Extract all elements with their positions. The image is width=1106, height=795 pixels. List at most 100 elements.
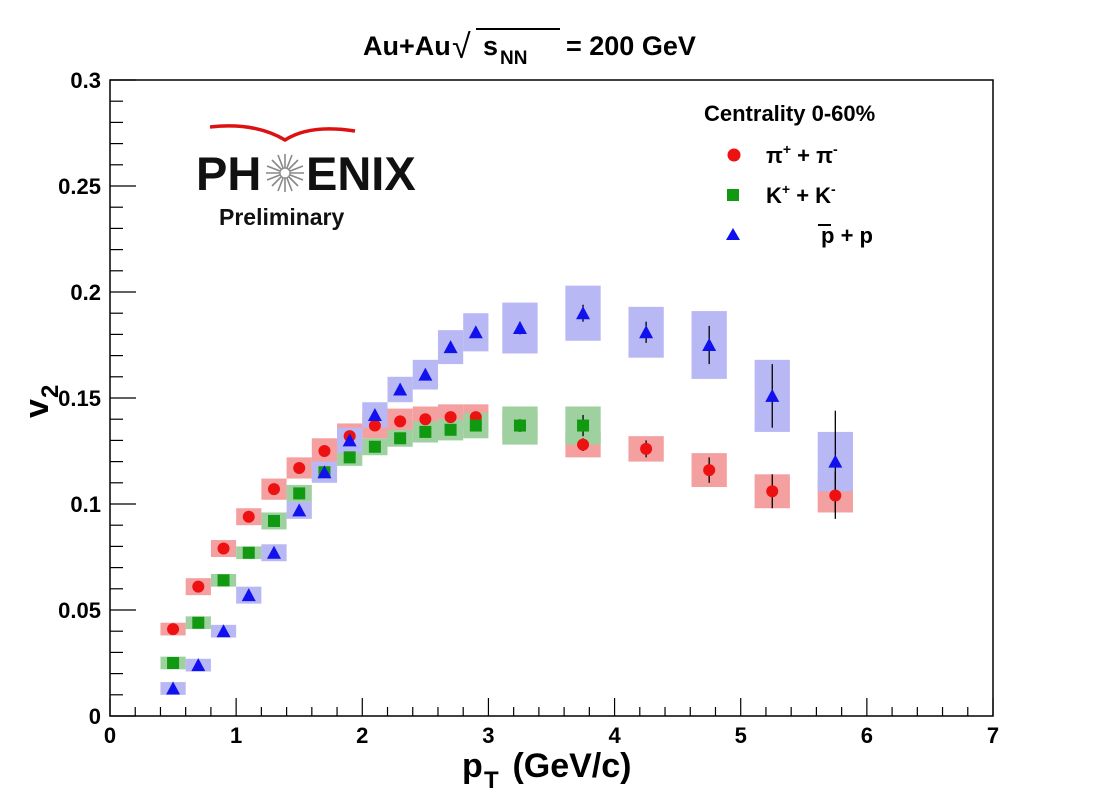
data-point-square <box>368 440 381 453</box>
phenix-swoosh-icon <box>209 124 356 143</box>
data-point-circle <box>192 580 205 593</box>
data-point-triangle <box>342 433 357 447</box>
data-point-triangle <box>317 465 332 479</box>
x-tick-label: 3 <box>482 723 494 748</box>
legend-entry-kaon-label: K+ + K- <box>766 181 836 208</box>
data-point-circle <box>394 415 407 428</box>
y-axis-label-sub: 2 <box>37 385 64 398</box>
data-point-triangle <box>216 624 231 638</box>
data-point-circle <box>368 419 381 432</box>
legend-kaon-part-1: + <box>782 181 790 197</box>
y-tick-label: 0.1 <box>70 492 101 517</box>
data-point-triangle <box>367 407 382 421</box>
data-point-triangle <box>468 325 483 339</box>
systematic-error-boxes <box>160 285 853 695</box>
data-point-square <box>242 546 255 559</box>
phenix-name-end: ENIX <box>306 147 416 200</box>
legend-title: Centrality 0-60% <box>704 101 875 126</box>
data-point-circle <box>577 438 590 451</box>
legend-entry-kaon: K+ + K- <box>727 181 836 208</box>
data-point-square <box>419 425 432 438</box>
legend-entry-proton: p + p <box>726 223 916 248</box>
legend-proton-part-1: p <box>860 223 873 248</box>
chart-title: Au+Au √ s NN = 200 GeV <box>363 28 696 69</box>
y-axis-tick-labels: 0 0.05 0.1 0.15 0.2 0.25 0.3 <box>58 68 101 729</box>
legend-entry-proton-label: p + p <box>766 223 916 248</box>
legend-marker-square <box>727 189 739 201</box>
data-point-square <box>267 514 280 527</box>
phenix-name-start: PH <box>196 147 261 200</box>
legend-kaon-part-3: - <box>831 181 836 197</box>
y-tick-label: 0.15 <box>58 386 101 411</box>
data-point-triangle <box>512 321 527 335</box>
legend-marker-triangle <box>726 228 740 240</box>
y-tick-label: 0 <box>89 704 101 729</box>
data-point-circle <box>318 445 331 457</box>
data-point-triangle <box>639 325 654 339</box>
data-point-circle <box>267 483 280 496</box>
data-point-triangle <box>443 340 458 354</box>
y-tick-label: 0.25 <box>58 174 101 199</box>
y-axis-label: v 2 <box>18 385 64 418</box>
x-axis-label-sub: T <box>484 767 499 794</box>
x-axis-label: p T (GeV/c) <box>462 747 631 794</box>
title-s-sub: NN <box>500 48 527 69</box>
data-point-triangle <box>166 681 181 695</box>
legend-pion-part-1: + <box>783 141 791 157</box>
data-point-circle <box>640 442 653 455</box>
y-tick-label: 0.2 <box>70 280 101 305</box>
data-point-triangle <box>418 367 433 381</box>
title-prefix: Au+Au <box>363 31 451 61</box>
data-point-square <box>513 419 526 432</box>
data-point-circle <box>167 623 180 636</box>
data-point-square <box>469 419 482 432</box>
data-point-triangle <box>241 588 256 602</box>
data-point-triangle <box>191 658 206 672</box>
title-sqrt-symbol: √ <box>452 28 471 66</box>
legend-kaon-part-0: K <box>766 183 782 208</box>
phenix-subtitle: Preliminary <box>219 204 344 230</box>
data-point-triangle <box>393 382 408 396</box>
legend-proton-part-0: p + <box>821 223 860 248</box>
data-point-square <box>217 574 230 587</box>
x-axis-ticks <box>109 698 994 716</box>
legend: Centrality 0-60% π+ + π- K+ + K- p + p <box>704 101 916 248</box>
data-point-circle <box>242 510 255 523</box>
phenix-star-icon <box>266 154 304 192</box>
title-suffix: = 200 GeV <box>566 31 696 61</box>
data-point-triangle <box>266 545 281 559</box>
data-point-square <box>167 657 180 669</box>
legend-marker-circle <box>727 148 741 162</box>
data-point-circle <box>703 464 716 477</box>
data-point-circle <box>766 485 779 498</box>
data-point-circle <box>293 461 306 474</box>
y-tick-label: 0.3 <box>70 68 101 93</box>
y-axis-label-main: v <box>18 399 56 418</box>
x-tick-label: 4 <box>608 723 621 748</box>
x-axis-tick-labels: 0 1 2 3 4 5 6 7 <box>104 723 999 748</box>
x-tick-label: 2 <box>356 723 368 748</box>
data-point-circle <box>419 413 432 426</box>
x-tick-label: 7 <box>987 723 999 748</box>
data-point-square <box>192 616 205 629</box>
legend-pion-part-2: + π <box>791 143 833 168</box>
phenix-logo: PH ENIX Preliminary <box>196 124 416 230</box>
data-point-square <box>577 419 590 432</box>
data-point-square <box>444 423 457 436</box>
y-axis-ticks <box>110 79 136 717</box>
x-tick-label: 0 <box>104 723 116 748</box>
legend-pion-part-0: π <box>766 143 783 168</box>
data-point-square <box>343 451 356 464</box>
data-point-triangle <box>576 306 591 320</box>
data-point-triangle <box>292 503 307 517</box>
title-s: s <box>483 31 498 61</box>
x-tick-label: 6 <box>861 723 873 748</box>
data-point-circle <box>829 489 842 502</box>
data-point-circle <box>217 542 230 555</box>
data-point-square <box>394 432 407 445</box>
data-point-triangle <box>702 338 717 351</box>
legend-pion-part-3: - <box>833 141 838 157</box>
legend-entry-pion: π+ + π- <box>727 141 838 168</box>
data-point-circle <box>444 411 457 424</box>
